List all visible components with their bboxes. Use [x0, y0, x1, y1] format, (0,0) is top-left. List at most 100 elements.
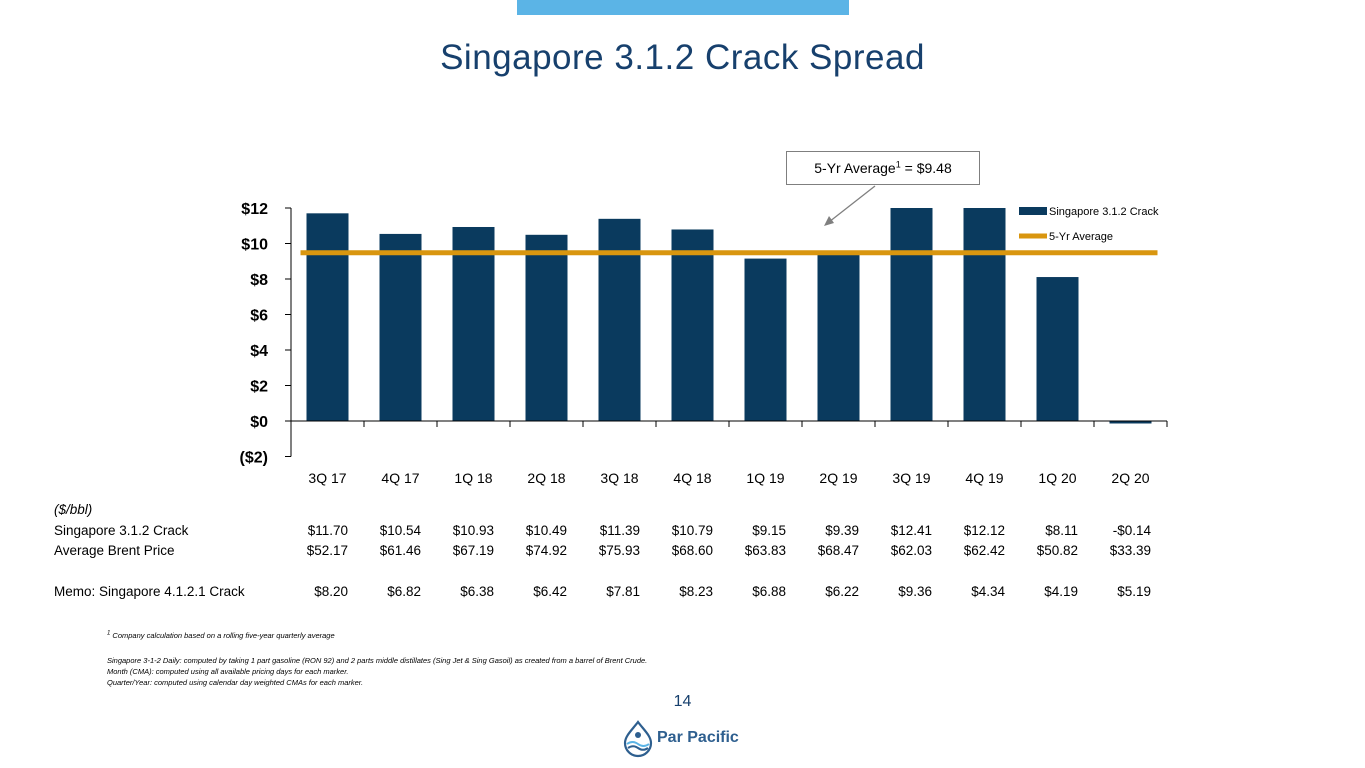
footnote-1-text: Company calculation based on a rolling f…: [110, 631, 335, 640]
top-accent-bar: [517, 0, 849, 15]
x-tick-label: 4Q 19: [965, 470, 1003, 486]
table-cell: $4.19: [1044, 584, 1078, 599]
table-row: Average Brent Price $52.17 $61.46 $67.19 $74…: [54, 541, 1164, 561]
legend-swatch-crack: [1019, 207, 1047, 215]
y-tick-label: $2: [250, 379, 268, 396]
bar: [671, 229, 714, 421]
table-unit-label: ($/bbl): [54, 502, 93, 517]
y-tick-label: $10: [241, 237, 268, 254]
five-year-average-callout: 5-Yr Average1 = $9.48: [786, 151, 980, 185]
table-cell: $5.19: [1117, 584, 1151, 599]
table-row-label: Singapore 3.1.2 Crack: [54, 523, 189, 538]
table-cell: $12.12: [963, 523, 1005, 538]
crack-spread-chart: $12 $10 $8 $6 $4 $2 $0 ($2) 3Q 17 4Q 17 1Q 18 2Q 18…: [240, 185, 1168, 486]
bar: [379, 233, 422, 421]
table-cell: $63.83: [744, 543, 786, 558]
x-tick-label: 3Q 18: [600, 470, 638, 486]
legend-label-average: 5-Yr Average: [1049, 231, 1113, 243]
y-tick-label: $6: [250, 308, 268, 325]
table-cell: $11.70: [307, 523, 348, 538]
table-cell: $62.42: [963, 543, 1005, 558]
y-tick-label: $0: [250, 414, 268, 431]
callout-footnote-marker: 1: [895, 159, 901, 170]
bar: [1109, 421, 1152, 424]
y-tick-label: $8: [250, 272, 268, 289]
table-cell: $10.54: [379, 523, 421, 538]
footnote-line: Quarter/Year: computed using calendar da…: [107, 678, 364, 687]
table-rows: Singapore 3.1.2 Crack $11.70 $10.54 $10.93 $…: [54, 521, 1164, 602]
callout-arrow-line: [828, 185, 876, 223]
par-pacific-drop-logo-icon: [623, 720, 653, 758]
legend-label-crack: Singapore 3.1.2 Crack: [1049, 206, 1159, 218]
table-cell: $7.81: [606, 584, 640, 599]
bar: [744, 258, 787, 421]
bar: [525, 234, 568, 421]
table-cell: $52.17: [306, 543, 348, 558]
table-cell: $33.39: [1109, 543, 1151, 558]
table-cell: $10.79: [671, 523, 713, 538]
bar: [963, 208, 1006, 421]
table-cell: -$0.14: [1112, 523, 1151, 538]
page-title: Singapore 3.1.2 Crack Spread: [440, 38, 925, 77]
y-tick-label: $12: [241, 201, 268, 218]
table-cell: $6.22: [825, 584, 859, 599]
x-tick-label: 2Q 18: [527, 470, 565, 486]
table-cell: $6.38: [460, 584, 494, 599]
table-cell: $9.39: [825, 523, 859, 538]
x-tick-label: 2Q 19: [819, 470, 857, 486]
footnote-1-marker: 1: [107, 630, 111, 637]
table-cell: $10.49: [525, 523, 567, 538]
table-row: Singapore 3.1.2 Crack $11.70 $10.54 $10.93 $…: [54, 521, 1164, 541]
table-row-label: Average Brent Price: [54, 543, 175, 558]
bar: [598, 218, 641, 421]
page-number: 14: [673, 693, 692, 710]
x-tick-label: 1Q 19: [746, 470, 784, 486]
x-tick-label: 4Q 17: [381, 470, 419, 486]
x-tick-label: 4Q 18: [673, 470, 711, 486]
bar: [452, 226, 495, 421]
table-cell: $67.19: [452, 543, 494, 558]
par-pacific-logo: Par Pacific: [620, 720, 750, 758]
table-cell: $61.46: [379, 543, 421, 558]
table-row-label: Memo: Singapore 4.1.2.1 Crack: [54, 584, 245, 599]
x-tick-label: 1Q 20: [1038, 470, 1076, 486]
bar: [817, 254, 860, 421]
callout-arrow-head: [824, 216, 834, 226]
table-cell: $8.11: [1045, 523, 1078, 538]
table-cell: $62.03: [890, 543, 932, 558]
x-tick-label: 3Q 17: [308, 470, 346, 486]
x-tick-label: 2Q 20: [1111, 470, 1149, 486]
x-tick-label: 1Q 18: [454, 470, 492, 486]
table-cell: $74.92: [525, 543, 567, 558]
table-cell: $4.34: [971, 584, 1005, 599]
table-cell: $12.41: [890, 523, 932, 538]
footnotes: 1 Company calculation based on a rolling…: [107, 630, 647, 688]
table-cell: $6.82: [387, 584, 421, 599]
footnote-line: Singapore 3-1-2 Daily: computed by takin…: [107, 656, 648, 665]
table-cell: $75.93: [598, 543, 640, 558]
data-table: ($/bbl) Singapore 3.1.2 Crack $11.70 $10.5…: [54, 499, 1164, 602]
table-cell: $9.36: [898, 584, 932, 599]
y-tick-label: $4: [250, 343, 268, 360]
table-cell: $6.42: [533, 584, 567, 599]
table-cell: $11.39: [599, 523, 640, 538]
callout-value: = $9.48: [900, 160, 952, 176]
table-cell: $50.82: [1036, 543, 1078, 558]
table-cell: $8.23: [679, 584, 713, 599]
x-tick-label: 3Q 19: [892, 470, 930, 486]
table-cell: $6.88: [752, 584, 786, 599]
table-cell: $68.60: [671, 543, 713, 558]
callout-label: 5-Yr Average: [814, 160, 896, 176]
bar: [1036, 277, 1079, 421]
table-cell: $68.47: [817, 543, 859, 558]
footnote-line: Month (CMA): computed using all availabl…: [107, 667, 349, 676]
footnote-1: 1 Company calculation based on a rolling…: [107, 630, 647, 641]
table-cell: $9.15: [752, 523, 786, 538]
bar: [306, 213, 349, 421]
bar: [890, 208, 933, 421]
table-cell: $8.20: [314, 584, 348, 599]
table-cell: $10.93: [452, 523, 494, 538]
y-tick-label: ($2): [240, 450, 268, 467]
table-row: Memo: Singapore 4.1.2.1 Crack $8.20 $6.82 $…: [54, 582, 1164, 602]
logo-text: Par Pacific: [657, 729, 739, 746]
